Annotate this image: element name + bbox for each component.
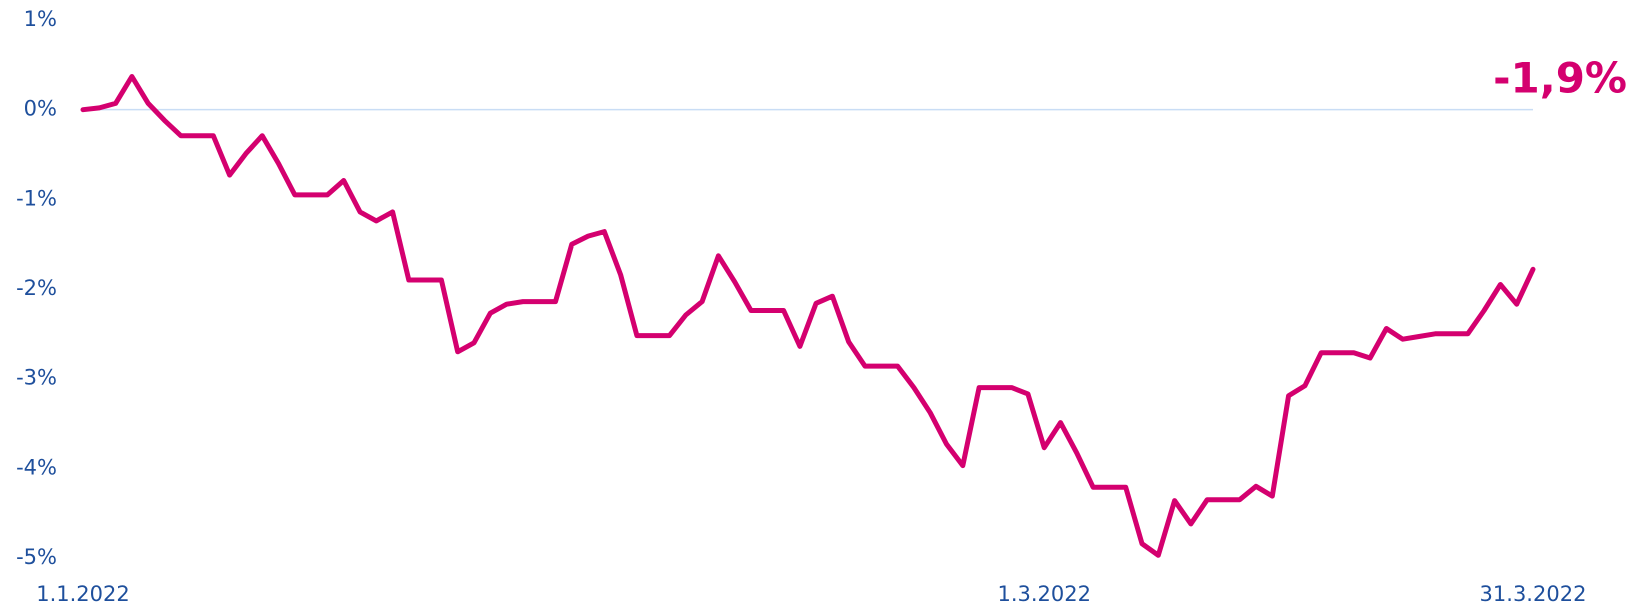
x-tick-label: 1.1.2022 <box>36 582 130 606</box>
y-tick-label: 0% <box>24 97 57 121</box>
y-tick-label: -4% <box>16 455 57 479</box>
y-tick-label: -3% <box>16 366 57 390</box>
x-tick-label: 31.3.2022 <box>1480 582 1587 606</box>
y-tick-label: -5% <box>16 545 57 569</box>
y-tick-label: -1% <box>16 186 57 210</box>
x-tick-label: 1.3.2022 <box>997 582 1091 606</box>
annotation: -1,9% <box>1493 54 1627 103</box>
line-series <box>80 74 1536 558</box>
y-tick-label: -2% <box>16 276 57 300</box>
y-tick-label: 1% <box>24 7 57 31</box>
